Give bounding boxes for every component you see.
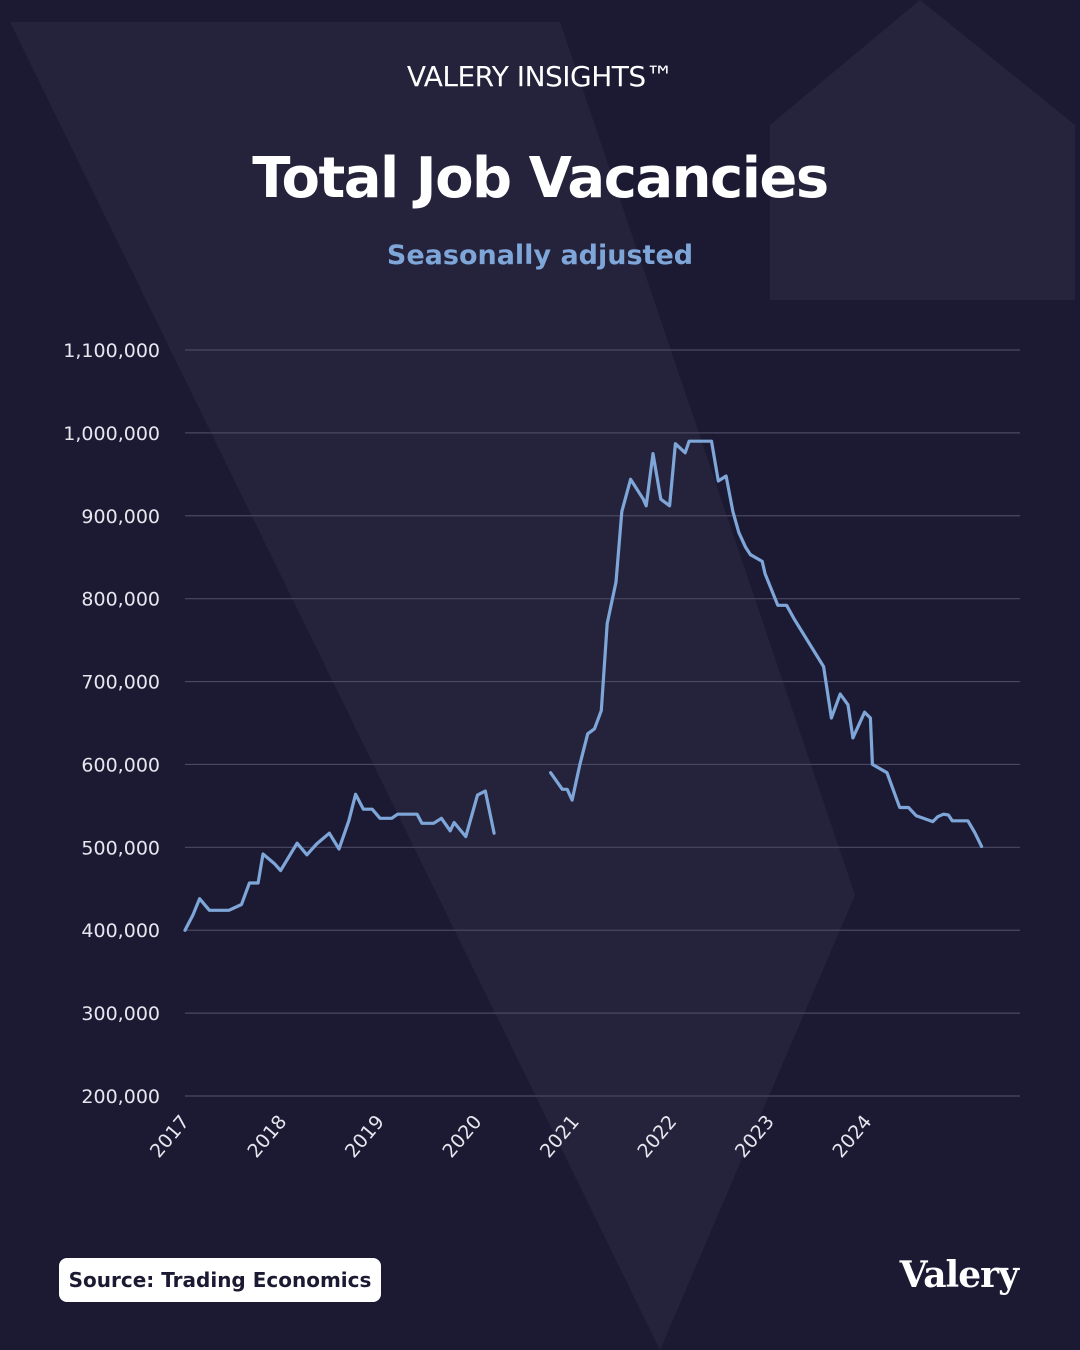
y-tick-label: 300,000 — [81, 1003, 160, 1025]
x-axis-ticks: 2017 2018 2019 2020 2021 2022 2023 2024 — [146, 1111, 876, 1162]
y-tick-label: 700,000 — [81, 672, 160, 694]
x-tick-label: 2018 — [243, 1111, 291, 1162]
x-tick-label: 2022 — [633, 1111, 681, 1162]
y-axis-ticks: 1,100,000 1,000,000 900,000 800,000 700,000 6… — [63, 340, 160, 1108]
valery-logo: Valery — [899, 1254, 1019, 1296]
brand-header: VALERY INSIGHTS™ — [406, 60, 674, 93]
series-line-segment — [183, 789, 496, 932]
y-tick-label: 600,000 — [81, 754, 160, 776]
background-v-shape — [10, 22, 855, 1350]
chart-subtitle: Seasonally adjusted — [386, 240, 694, 271]
x-tick-label: 2023 — [731, 1111, 779, 1162]
y-tick-label: 800,000 — [81, 589, 160, 611]
y-tick-label: 1,000,000 — [63, 423, 160, 445]
y-tick-label: 200,000 — [81, 1086, 160, 1108]
x-tick-label: 2020 — [438, 1111, 486, 1162]
background-house-shape — [770, 0, 1075, 300]
y-tick-label: 900,000 — [81, 506, 160, 528]
grid-layer — [185, 349, 1020, 1097]
source-text: Source: Trading Economics — [68, 1268, 372, 1292]
series-layer — [183, 439, 984, 932]
y-tick-label: 1,100,000 — [63, 340, 160, 362]
source-badge: Source: Trading Economics — [59, 1258, 381, 1302]
y-tick-label: 500,000 — [81, 837, 160, 859]
chart-title: Total Job Vacancies — [252, 146, 829, 211]
x-tick-label: 2021 — [536, 1111, 584, 1162]
series-line-segment — [548, 439, 984, 849]
y-tick-label: 400,000 — [81, 920, 160, 942]
x-tick-label: 2024 — [828, 1111, 876, 1162]
x-tick-label: 2017 — [146, 1111, 194, 1162]
x-tick-label: 2019 — [341, 1111, 389, 1162]
